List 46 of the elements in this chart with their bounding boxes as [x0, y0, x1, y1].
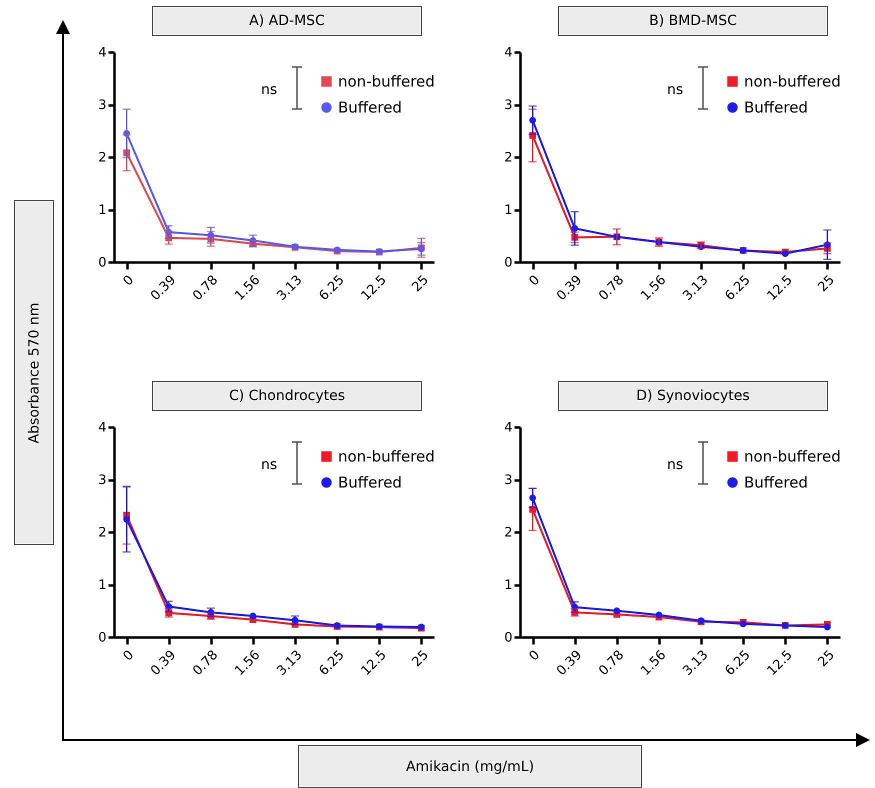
- x-tick-label: 0: [526, 648, 544, 664]
- y-tick-label: 0: [504, 256, 512, 270]
- x-tick-label: 0: [526, 272, 544, 290]
- annotation: ns: [261, 457, 278, 473]
- y-tick-label: 2: [98, 150, 106, 166]
- chart-title: B) BMD-MSC: [558, 6, 828, 36]
- x-tick-label: 25: [409, 272, 432, 296]
- y-tick-label: 2: [504, 150, 512, 166]
- x-tick-label: 25: [815, 272, 838, 296]
- y-tick-label: 3: [98, 473, 106, 488]
- y-tick-label: 2: [98, 526, 106, 540]
- annotation: ns: [667, 82, 684, 98]
- x-tick-label: 0: [120, 272, 138, 290]
- legend-label: non-buffered: [744, 448, 841, 466]
- legend-label: Buffered: [744, 98, 808, 116]
- legend-label: Buffered: [338, 474, 402, 492]
- y-tick-label: 1: [504, 578, 512, 593]
- chart-title: C) Chondrocytes: [152, 381, 422, 411]
- annotation: ns: [261, 82, 278, 98]
- y-tick-label: 1: [504, 203, 512, 218]
- legend-label: Buffered: [744, 474, 808, 492]
- y-tick-label: 4: [504, 46, 512, 60]
- y-tick-label: 4: [98, 46, 106, 60]
- legend-label: non-buffered: [338, 72, 435, 90]
- legend-label: Buffered: [338, 98, 402, 116]
- y-tick-label: 1: [98, 203, 106, 218]
- y-tick-label: 1: [98, 578, 106, 593]
- legend-label: non-buffered: [338, 448, 435, 466]
- annotation: ns: [667, 457, 684, 473]
- y-tick-label: 0: [98, 630, 106, 646]
- y-tick-label: 0: [98, 256, 106, 270]
- y-tick-label: 3: [98, 98, 106, 113]
- y-tick-label: 4: [504, 420, 512, 436]
- x-axis-title: Amikacin (mg/mL): [298, 745, 642, 788]
- x-tick-label: 25: [815, 648, 838, 670]
- y-tick-label: 0: [504, 630, 512, 646]
- legend-label: non-buffered: [744, 72, 841, 90]
- x-tick-label: 25: [409, 648, 432, 670]
- x-tick-label: 0: [120, 648, 138, 664]
- chart-title: A) AD-MSC: [152, 6, 422, 36]
- y-tick-label: 2: [504, 526, 512, 540]
- y-axis-title: Absorbance 570 nm: [26, 302, 42, 443]
- y-tick-label: 3: [504, 473, 512, 488]
- y-tick-label: 3: [504, 98, 512, 113]
- chart-title: D) Synoviocytes: [558, 381, 828, 411]
- y-tick-label: 4: [98, 420, 106, 436]
